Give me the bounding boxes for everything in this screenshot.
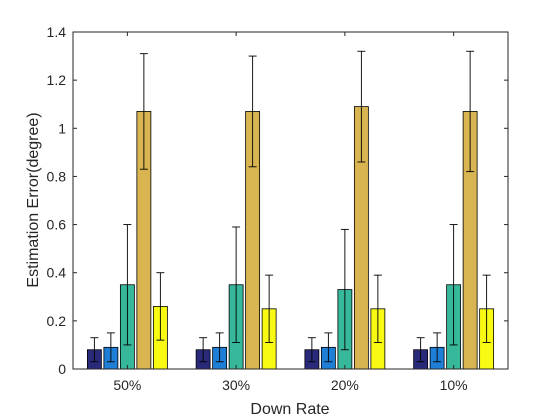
x-tick-label: 50% (113, 377, 141, 393)
x-axis: 50% 30% 20% 10% (113, 32, 468, 393)
y-tick-label: 0.8 (47, 168, 67, 184)
plot-frame (72, 31, 509, 370)
x-tick-label: 30% (222, 377, 250, 393)
y-axis-title: Estimation Error(degree) (25, 112, 42, 287)
x-tick-label: 20% (331, 377, 359, 393)
y-tick-label: 0.2 (47, 313, 67, 329)
y-tick-label: 0.6 (47, 217, 67, 233)
y-tick-label: 0 (58, 361, 66, 377)
y-tick-label: 1.4 (47, 24, 67, 40)
error-bars-layer (90, 50, 491, 363)
y-tick-label: 1 (58, 120, 66, 136)
x-axis-title: Down Rate (250, 401, 329, 418)
x-tick-label: 10% (440, 377, 468, 393)
y-tick-label: 1.2 (47, 72, 67, 88)
y-axis: 0 0.2 0.4 0.6 0.8 1 1.2 1.4 (47, 24, 508, 377)
y-tick-label: 0.4 (47, 265, 67, 281)
